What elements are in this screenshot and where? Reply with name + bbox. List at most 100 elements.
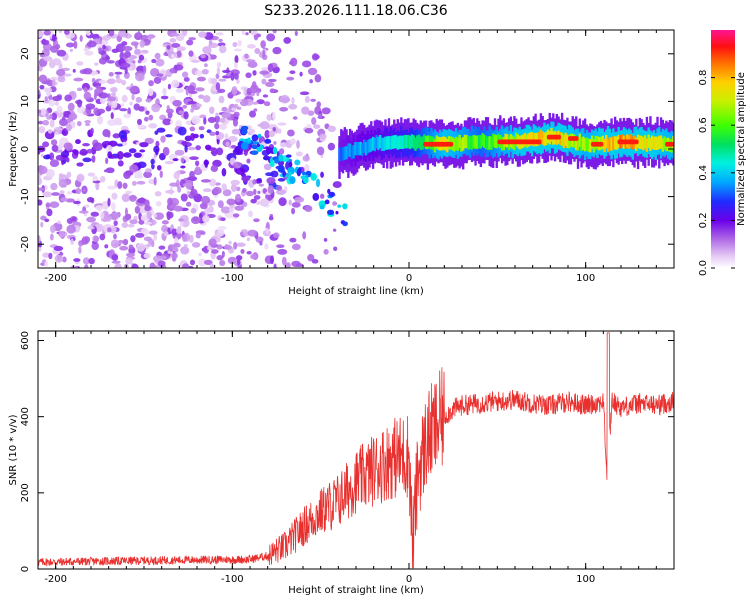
spectrogram-ridge-cell xyxy=(470,136,474,150)
spectrogram-blob xyxy=(82,67,93,75)
spectrogram-blob xyxy=(166,211,174,219)
spectrogram-blob xyxy=(168,244,175,249)
spectrogram-blob xyxy=(129,86,138,93)
spectrogram-blob xyxy=(151,241,155,248)
colorbar-ticks: 0.0 0.2 0.4 0.6 0.8 xyxy=(698,70,735,276)
spectrogram-blob xyxy=(58,30,63,34)
spectrogram-blob xyxy=(279,148,285,155)
spectrogram-blob xyxy=(276,185,283,191)
spectrogram-blob xyxy=(312,54,320,60)
spectrogram-blob xyxy=(110,92,116,96)
spectrogram-blob xyxy=(94,62,99,66)
spectrogram-blob xyxy=(291,207,296,215)
spectrogram-blob xyxy=(48,114,53,120)
spectrogram-blob xyxy=(76,162,84,167)
colorbar-tick-label: 0.8 xyxy=(698,70,709,86)
spectrogram-blob xyxy=(281,256,287,266)
spectrogram-blob xyxy=(277,122,287,126)
spectrogram-blob xyxy=(153,213,158,218)
spectrogram-blob xyxy=(187,85,195,94)
spectrogram-ridge-cell xyxy=(587,138,590,152)
spectrogram-blob xyxy=(217,61,222,68)
spectrogram-streak-blob xyxy=(328,191,336,198)
spectrogram-blob xyxy=(292,116,298,120)
spectrogram-blob xyxy=(160,255,167,260)
spectrogram-blob xyxy=(191,115,201,125)
spectrogram-blob xyxy=(187,100,197,105)
spectrogram-blob xyxy=(145,110,150,115)
spectrogram-blob xyxy=(76,87,83,92)
spectrogram-peak-segment xyxy=(423,141,454,147)
spectrogram-blob xyxy=(153,76,162,84)
spectrogram-ridge-cell xyxy=(460,138,463,152)
spectrogram-blob xyxy=(236,186,241,192)
spectrogram-blob xyxy=(136,197,147,204)
spectrogram-blob xyxy=(315,178,321,188)
spectrogram-blob xyxy=(222,189,232,197)
spectrogram-blob xyxy=(122,182,128,189)
spectrogram-ridge-cell xyxy=(366,139,369,154)
spectrogram-blob xyxy=(82,188,86,192)
spectrogram-blob xyxy=(151,103,161,113)
spectrogram-blob xyxy=(195,232,201,239)
spectrogram-ridge-cell xyxy=(454,136,458,151)
spectrogram-blob xyxy=(86,40,97,48)
spectrogram-blob xyxy=(109,87,118,93)
spectrogram-streak-blob xyxy=(251,150,259,155)
spectrogram-ytick-label: 10 xyxy=(20,95,31,108)
spectrogram-blob xyxy=(148,80,154,87)
spectrogram-blob xyxy=(165,134,173,138)
spectrogram-ytick-label: -20 xyxy=(20,236,31,252)
spectrogram-streak-blob xyxy=(251,134,259,142)
spectrogram-ridge-cell xyxy=(638,135,642,149)
spectrogram-blob xyxy=(225,141,230,147)
spectrogram-blob xyxy=(250,253,257,260)
spectrogram-blob xyxy=(252,70,257,76)
spectrogram-blob xyxy=(214,182,221,186)
spectrogram-ridge-cell xyxy=(412,135,415,149)
spectrogram-blob xyxy=(241,30,246,36)
spectrogram-blob xyxy=(93,107,100,115)
spectrogram-blob xyxy=(266,177,276,185)
spectrogram-blob xyxy=(136,124,146,129)
spectrogram-streak-blob xyxy=(301,171,306,176)
spectrogram-ridge-cell xyxy=(585,137,589,151)
spectrogram-blob xyxy=(248,210,254,218)
spectrogram-ridge-cell xyxy=(458,134,461,149)
spectrogram-ridge-cell xyxy=(663,136,666,150)
spectrogram-ridge-cell xyxy=(479,135,483,149)
spectrogram-blob xyxy=(57,75,65,79)
spectrogram-ridge-cell xyxy=(615,136,619,150)
spectrogram-blob xyxy=(38,120,44,125)
spectrogram-blob xyxy=(196,103,203,107)
spectrogram-ridge-cell xyxy=(539,129,543,143)
spectrogram-blob xyxy=(191,242,201,248)
spectrogram-blob xyxy=(51,192,60,196)
spectrogram-blob xyxy=(58,173,64,178)
spectrogram-blob xyxy=(82,157,92,163)
spectrogram-blob xyxy=(239,98,249,107)
spectrogram-blob xyxy=(304,96,310,103)
snr-ytick-label: 600 xyxy=(20,331,31,350)
spectrogram-blob xyxy=(210,164,219,172)
spectrogram-blob xyxy=(104,244,109,249)
spectrogram-blob xyxy=(123,51,131,58)
spectrogram-blob xyxy=(221,167,227,177)
spectrogram-blob xyxy=(230,183,237,192)
spectrogram-blob xyxy=(214,115,221,124)
spectrogram-blob xyxy=(48,252,53,260)
spectrogram-blob xyxy=(124,66,128,75)
spectrogram-streak-blob xyxy=(277,165,285,173)
spectrogram-blob xyxy=(256,91,260,97)
spectrogram-blob xyxy=(72,68,76,73)
spectrogram-ridge-cell xyxy=(341,147,345,161)
spectrogram-blob xyxy=(215,82,221,91)
spectrogram-blob xyxy=(167,250,171,254)
spectrogram-blob xyxy=(189,126,196,132)
spectrogram-ridge-cell xyxy=(401,135,405,150)
spectrogram-blob xyxy=(134,205,141,214)
spectrogram-blob xyxy=(113,233,117,240)
spectrogram-blob xyxy=(270,170,279,178)
spectrogram-blob xyxy=(87,172,96,177)
spectrogram-ridge-cell xyxy=(356,142,359,156)
